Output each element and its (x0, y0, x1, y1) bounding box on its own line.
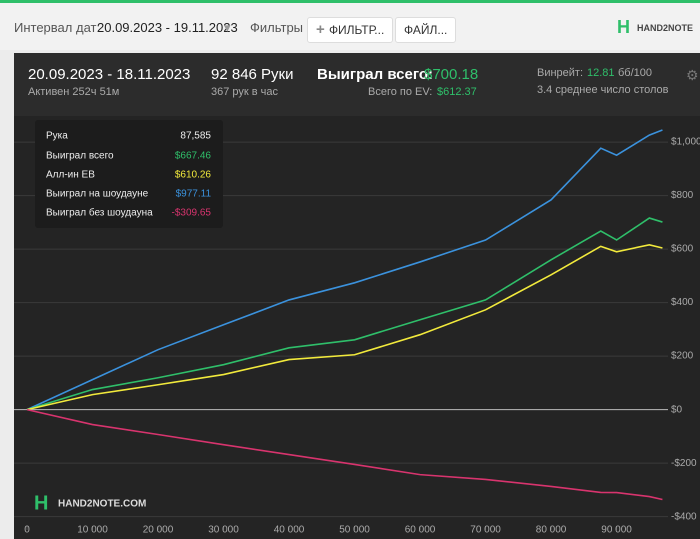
x-tick-label: 90 000 (601, 525, 632, 536)
x-tick-label: 30 000 (208, 525, 239, 536)
x-tick-label: 0 (24, 525, 30, 536)
y-tick-label: -$400 (671, 511, 697, 522)
logo: HAND2NOTE (637, 23, 694, 33)
tooltip-label: Выиграл без шоудауна (46, 207, 153, 219)
filter-button[interactable]: + ФИЛЬТР... (307, 17, 394, 43)
x-tick-label: 70 000 (470, 525, 501, 536)
winrate-unit: бб/100 (618, 67, 653, 79)
watermark-icon: H (34, 492, 48, 514)
tooltip-label: Рука (46, 131, 68, 142)
tooltip-value: $977.11 (176, 189, 212, 200)
logo-icon: H (617, 17, 630, 37)
tooltip-label: Алл-ин ЕВ (46, 170, 95, 181)
toolbar: Интервал дат: 20.09.2023 - 19.11.2023 ▾ … (0, 0, 700, 50)
y-tick-label: $200 (671, 351, 694, 362)
tooltip-value: -$309.65 (172, 208, 212, 219)
x-tick-label: 40 000 (274, 525, 305, 536)
y-tick-label: $0 (671, 404, 683, 415)
period: 20.09.2023 - 18.11.2023 (28, 66, 191, 83)
tooltip: Рука 87,585 Выиграл всего $667.46 Алл-ин ЕВ $… (35, 120, 223, 228)
y-tick-label: $400 (671, 297, 694, 308)
ev-label: Всего по EV: (368, 86, 433, 98)
winrate-value: 12.81 (587, 67, 615, 79)
won-value: $700.18 (424, 66, 479, 83)
series-line (26, 408, 663, 501)
tooltip-label: Выиграл на шоудауне (46, 189, 149, 200)
date-range[interactable]: 20.09.2023 - 19.11.2023 (97, 20, 238, 35)
filters-label: Фильтры (250, 20, 304, 35)
x-tick-label: 20 000 (143, 525, 174, 536)
hands-per-hour: 367 рук в час (211, 86, 279, 98)
x-tick-label: 10 000 (77, 525, 108, 536)
tooltip-value: $610.26 (175, 170, 212, 181)
tooltip-box (35, 120, 223, 228)
y-tick-label: $600 (671, 244, 694, 255)
ev-value: $612.37 (437, 86, 477, 98)
x-tick-label: 80 000 (536, 525, 567, 536)
y-tick-label: $1,000 (671, 137, 700, 148)
file-button[interactable]: ФАЙЛ... (395, 17, 457, 43)
tooltip-label: Выиграл всего (46, 151, 114, 162)
active-time: Активен 252ч 51м (28, 86, 120, 98)
x-tick-label: 50 000 (339, 525, 370, 536)
settings-icon[interactable]: ⚙ (686, 67, 699, 83)
tooltip-value: 87,585 (180, 131, 211, 142)
watermark: HAND2NOTE.COM (58, 499, 146, 510)
tooltip-value: $667.46 (175, 151, 212, 162)
series-line (26, 129, 663, 411)
date-label: Интервал дат: (14, 20, 101, 35)
y-tick-label: $800 (671, 190, 694, 201)
hands: 92 846 Руки (211, 66, 294, 83)
won-label: Выиграл всего: (317, 66, 434, 83)
series-line (26, 243, 663, 411)
tables: 3.4 среднее число столов (537, 84, 669, 96)
dropdown-arrow[interactable]: ▾ (224, 20, 231, 35)
y-tick-label: -$200 (671, 458, 697, 469)
x-tick-label: 60 000 (405, 525, 436, 536)
series-line (26, 217, 663, 411)
winrate-label: Винрейт: (537, 67, 584, 79)
filter-text: ФИЛЬТР... (328, 23, 385, 37)
